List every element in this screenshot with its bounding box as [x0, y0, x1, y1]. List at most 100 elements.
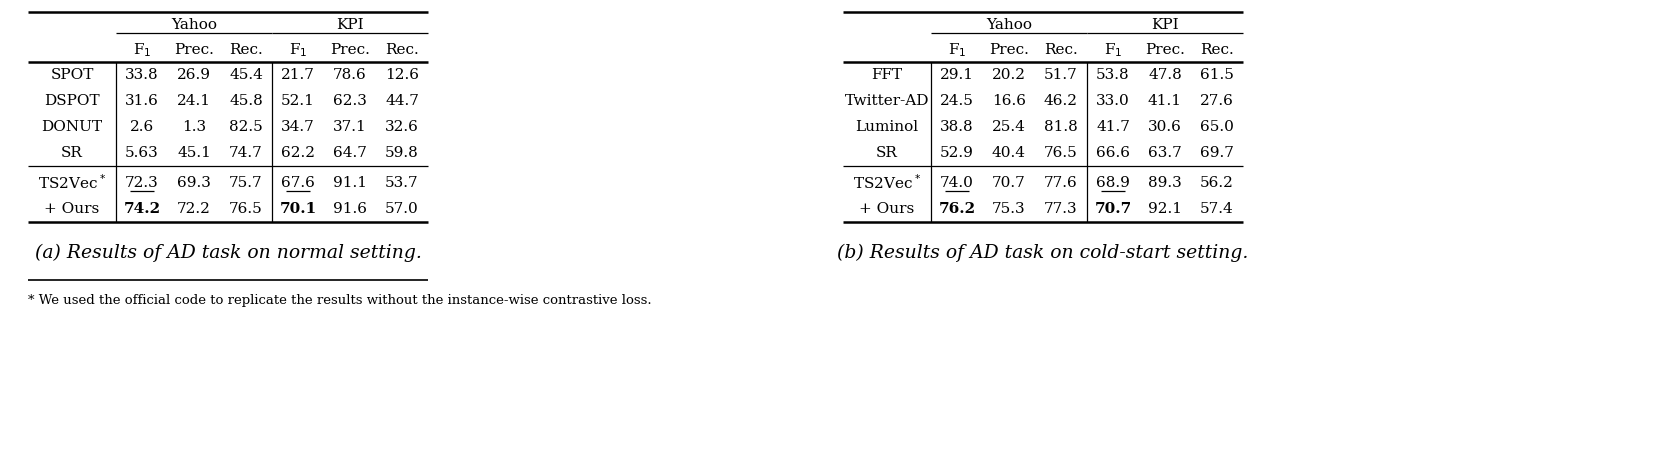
Text: 61.5: 61.5	[1200, 68, 1233, 82]
Text: F$_1$: F$_1$	[947, 41, 967, 59]
Text: 72.2: 72.2	[177, 202, 212, 216]
Text: Yahoo: Yahoo	[170, 18, 217, 32]
Text: * We used the official code to replicate the results without the instance-wise c: * We used the official code to replicate…	[28, 294, 651, 307]
Text: Yahoo: Yahoo	[985, 18, 1031, 32]
Text: 91.1: 91.1	[332, 176, 367, 190]
Text: SR: SR	[876, 146, 898, 160]
Text: 52.9: 52.9	[941, 146, 974, 160]
Text: 65.0: 65.0	[1200, 120, 1233, 134]
Text: 62.3: 62.3	[332, 94, 367, 108]
Text: 24.1: 24.1	[177, 94, 212, 108]
Text: 91.6: 91.6	[332, 202, 367, 216]
Text: 76.2: 76.2	[939, 202, 975, 216]
Text: 25.4: 25.4	[992, 120, 1027, 134]
Text: 27.6: 27.6	[1200, 94, 1233, 108]
Text: 53.8: 53.8	[1096, 68, 1129, 82]
Text: 59.8: 59.8	[385, 146, 418, 160]
Text: 40.4: 40.4	[992, 146, 1027, 160]
Text: 52.1: 52.1	[281, 94, 316, 108]
Text: 70.1: 70.1	[279, 202, 317, 216]
Text: Rec.: Rec.	[230, 43, 263, 57]
Text: 38.8: 38.8	[941, 120, 974, 134]
Text: 53.7: 53.7	[385, 176, 418, 190]
Text: + Ours: + Ours	[45, 202, 99, 216]
Text: (a) Results of AD task on normal setting.: (a) Results of AD task on normal setting…	[35, 244, 422, 262]
Text: TS2Vec$^*$: TS2Vec$^*$	[853, 174, 921, 192]
Text: Prec.: Prec.	[331, 43, 370, 57]
Text: 20.2: 20.2	[992, 68, 1027, 82]
Text: 26.9: 26.9	[177, 68, 212, 82]
Text: 32.6: 32.6	[385, 120, 418, 134]
Text: 63.7: 63.7	[1149, 146, 1182, 160]
Text: 47.8: 47.8	[1149, 68, 1182, 82]
Text: 81.8: 81.8	[1045, 120, 1078, 134]
Text: 24.5: 24.5	[941, 94, 974, 108]
Text: 21.7: 21.7	[281, 68, 316, 82]
Text: DSPOT: DSPOT	[45, 94, 99, 108]
Text: 34.7: 34.7	[281, 120, 314, 134]
Text: 57.0: 57.0	[385, 202, 418, 216]
Text: 57.4: 57.4	[1200, 202, 1233, 216]
Text: 12.6: 12.6	[385, 68, 418, 82]
Text: 74.0: 74.0	[941, 176, 974, 190]
Text: 66.6: 66.6	[1096, 146, 1131, 160]
Text: SPOT: SPOT	[50, 68, 94, 82]
Text: KPI: KPI	[336, 18, 364, 32]
Text: 82.5: 82.5	[230, 120, 263, 134]
Text: 2.6: 2.6	[131, 120, 154, 134]
Text: 89.3: 89.3	[1149, 176, 1182, 190]
Text: 69.7: 69.7	[1200, 146, 1233, 160]
Text: 44.7: 44.7	[385, 94, 418, 108]
Text: 31.6: 31.6	[126, 94, 159, 108]
Text: 30.6: 30.6	[1149, 120, 1182, 134]
Text: 64.7: 64.7	[332, 146, 367, 160]
Text: Rec.: Rec.	[1200, 43, 1233, 57]
Text: 45.4: 45.4	[230, 68, 263, 82]
Text: SR: SR	[61, 146, 83, 160]
Text: Prec.: Prec.	[174, 43, 213, 57]
Text: 68.9: 68.9	[1096, 176, 1131, 190]
Text: KPI: KPI	[1150, 18, 1179, 32]
Text: 56.2: 56.2	[1200, 176, 1233, 190]
Text: 45.8: 45.8	[230, 94, 263, 108]
Text: DONUT: DONUT	[41, 120, 102, 134]
Text: (b) Results of AD task on cold-start setting.: (b) Results of AD task on cold-start set…	[838, 244, 1248, 262]
Text: 75.3: 75.3	[992, 202, 1027, 216]
Text: Rec.: Rec.	[1045, 43, 1078, 57]
Text: 72.3: 72.3	[126, 176, 159, 190]
Text: 45.1: 45.1	[177, 146, 212, 160]
Text: F$_1$: F$_1$	[1104, 41, 1122, 59]
Text: 70.7: 70.7	[992, 176, 1027, 190]
Text: 51.7: 51.7	[1045, 68, 1078, 82]
Text: 70.7: 70.7	[1094, 202, 1132, 216]
Text: FFT: FFT	[871, 68, 903, 82]
Text: + Ours: + Ours	[860, 202, 914, 216]
Text: Twitter-AD: Twitter-AD	[845, 94, 929, 108]
Text: 76.5: 76.5	[230, 202, 263, 216]
Text: 75.7: 75.7	[230, 176, 263, 190]
Text: Prec.: Prec.	[988, 43, 1028, 57]
Text: 46.2: 46.2	[1045, 94, 1078, 108]
Text: 77.3: 77.3	[1045, 202, 1078, 216]
Text: 74.7: 74.7	[230, 146, 263, 160]
Text: Luminol: Luminol	[856, 120, 919, 134]
Text: 77.6: 77.6	[1045, 176, 1078, 190]
Text: 69.3: 69.3	[177, 176, 212, 190]
Text: 62.2: 62.2	[281, 146, 316, 160]
Text: 67.6: 67.6	[281, 176, 316, 190]
Text: 1.3: 1.3	[182, 120, 207, 134]
Text: 74.2: 74.2	[124, 202, 160, 216]
Text: 41.1: 41.1	[1147, 94, 1182, 108]
Text: 16.6: 16.6	[992, 94, 1027, 108]
Text: Rec.: Rec.	[385, 43, 418, 57]
Text: 33.0: 33.0	[1096, 94, 1131, 108]
Text: F$_1$: F$_1$	[132, 41, 150, 59]
Text: 33.8: 33.8	[126, 68, 159, 82]
Text: 41.7: 41.7	[1096, 120, 1131, 134]
Text: Prec.: Prec.	[1146, 43, 1185, 57]
Text: 76.5: 76.5	[1045, 146, 1078, 160]
Text: 37.1: 37.1	[334, 120, 367, 134]
Text: TS2Vec$^*$: TS2Vec$^*$	[38, 174, 106, 192]
Text: 92.1: 92.1	[1147, 202, 1182, 216]
Text: 5.63: 5.63	[126, 146, 159, 160]
